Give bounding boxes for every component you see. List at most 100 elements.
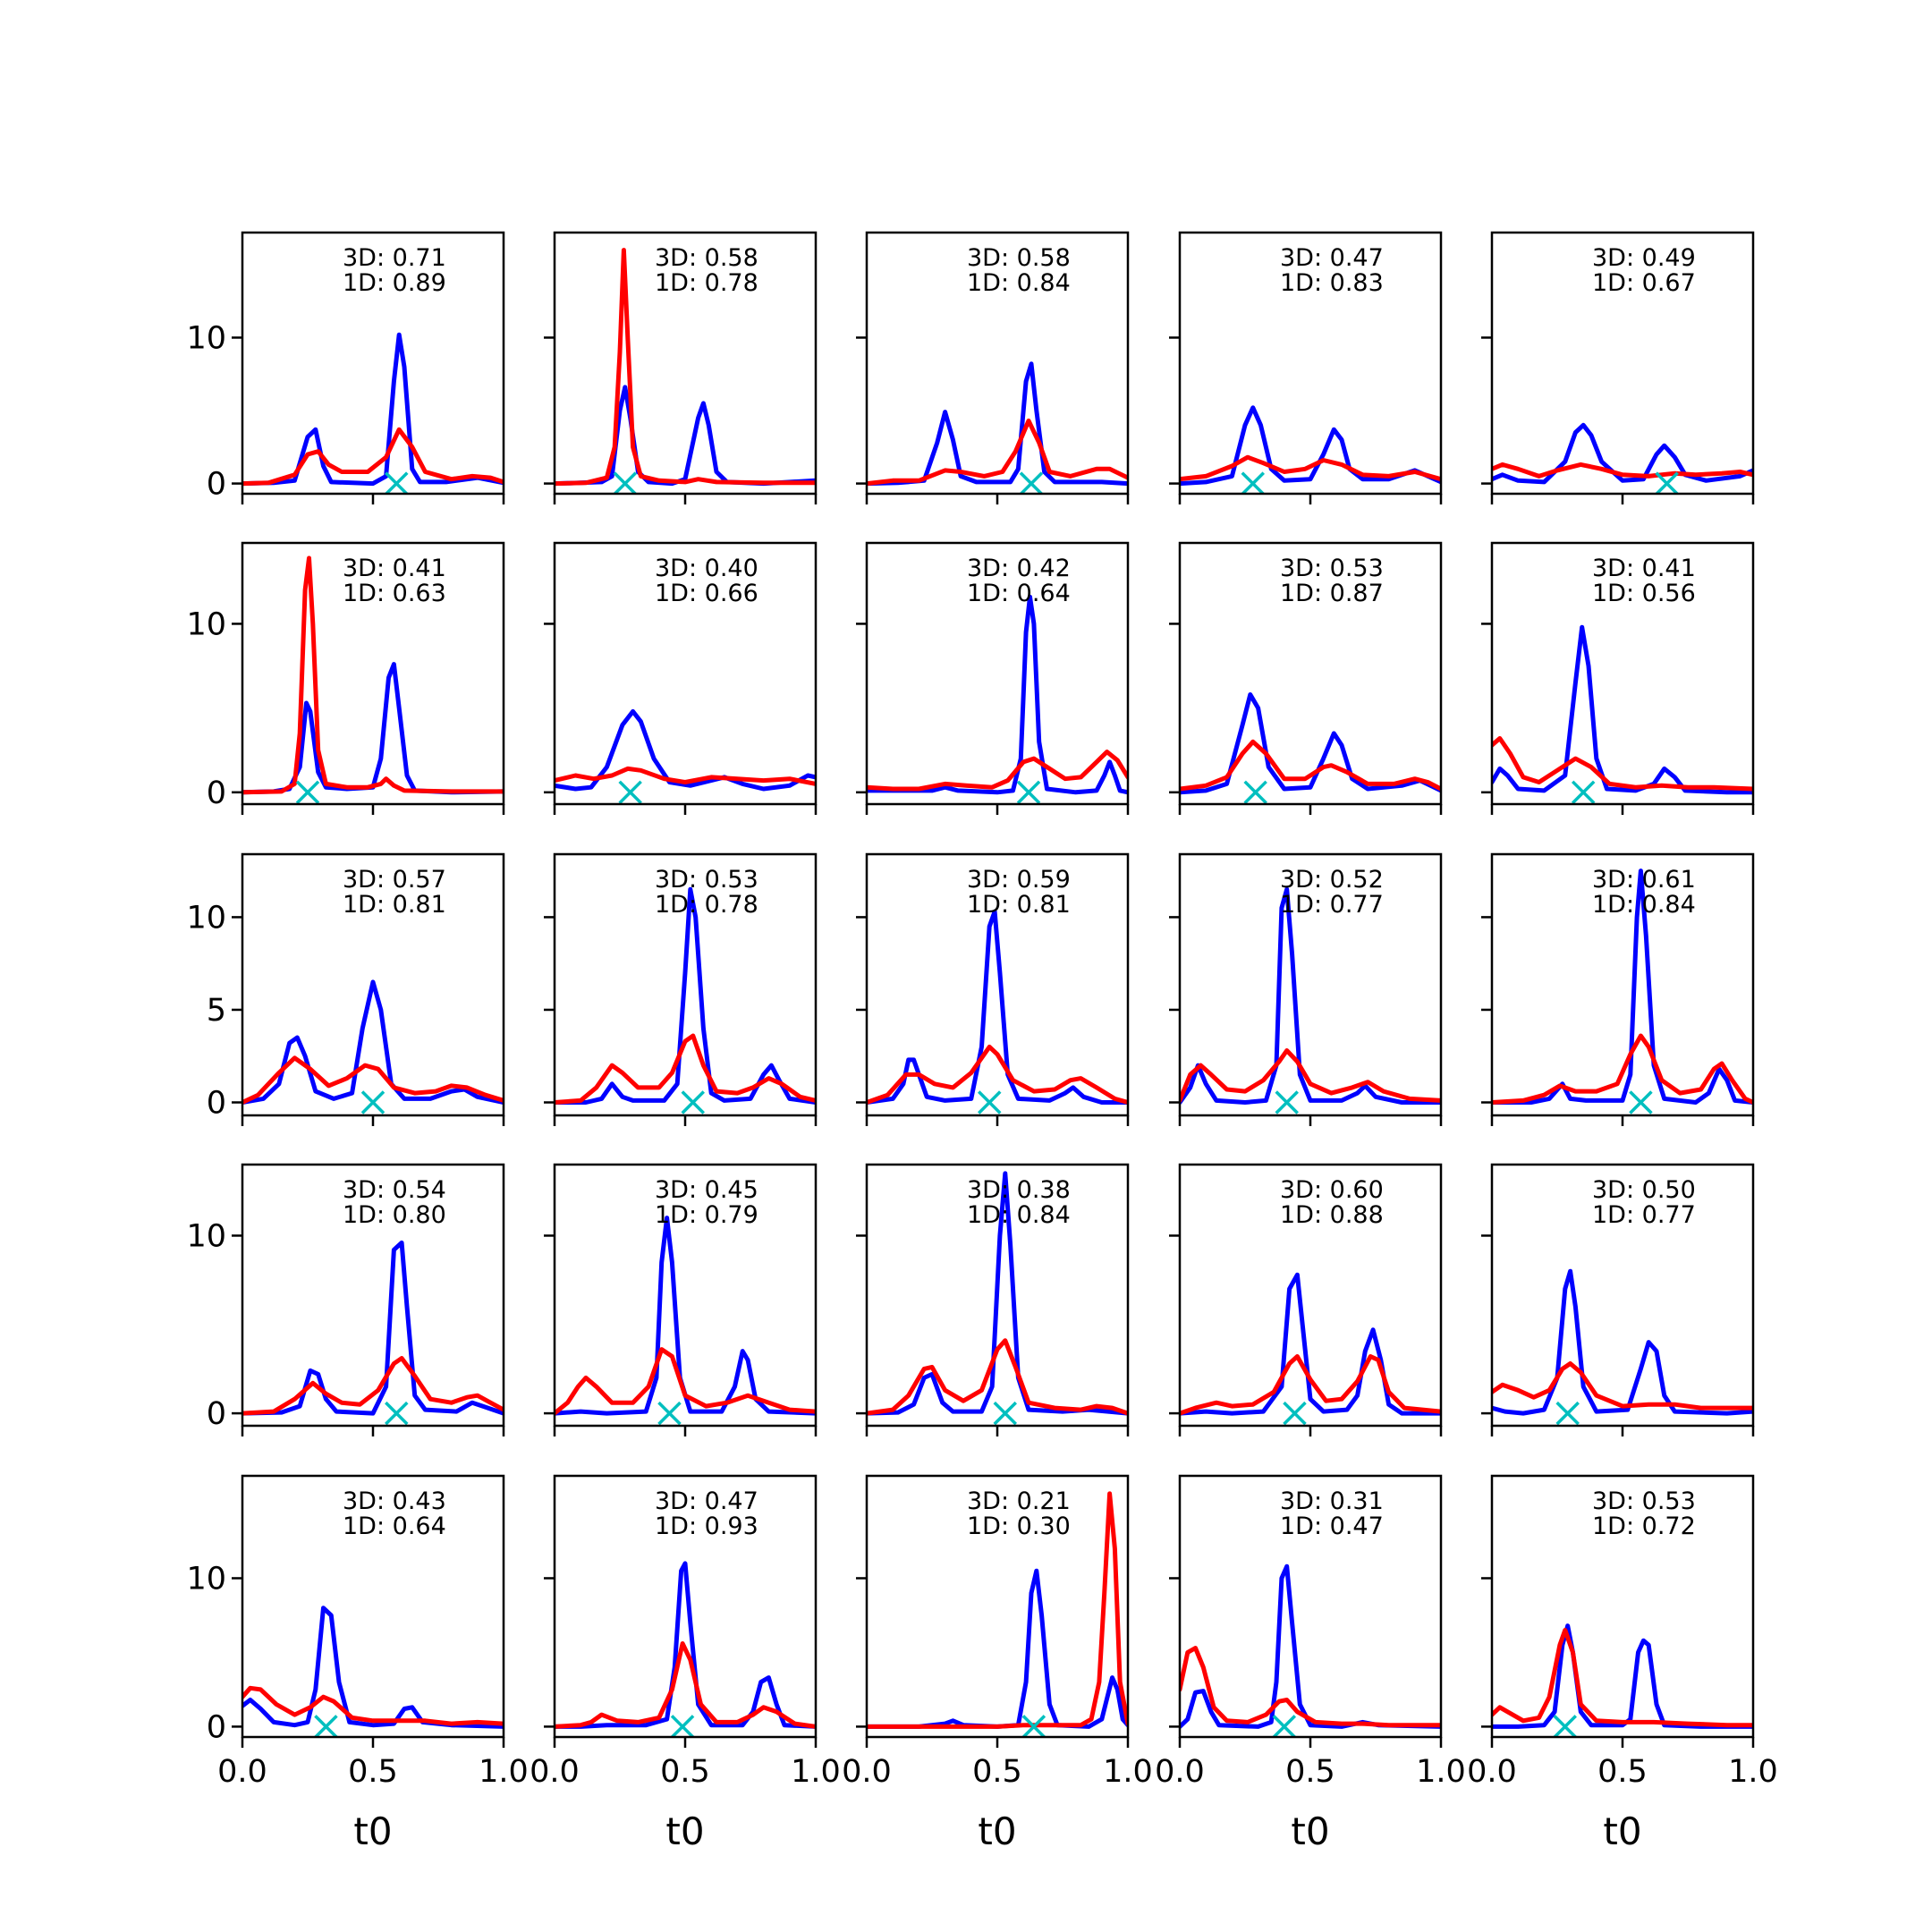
score-annotation: 3D: 0.52	[1280, 866, 1384, 894]
score-annotation: 3D: 0.43	[343, 1487, 446, 1515]
blue-curve	[1180, 692, 1441, 795]
plot-area	[242, 555, 504, 804]
y-tick-label: 10	[186, 606, 226, 642]
red-curve	[1492, 1361, 1753, 1411]
x-marker	[978, 1090, 1002, 1114]
score-annotation: 3D: 0.58	[655, 244, 758, 272]
score-annotation: 3D: 0.59	[967, 866, 1071, 894]
x-marker	[670, 1715, 695, 1737]
red-curve	[867, 750, 1128, 792]
plot-area	[1180, 886, 1441, 1114]
score-annotation: 1D: 0.64	[343, 1513, 446, 1540]
y-tick-label: 0	[207, 1396, 226, 1432]
score-annotation: 3D: 0.47	[655, 1487, 758, 1515]
blue-curve	[555, 886, 816, 1105]
plot-area	[555, 708, 816, 804]
blue-curve	[242, 1240, 504, 1416]
red-curve	[867, 1044, 1128, 1105]
y-tick-label: 0	[207, 467, 226, 503]
red-curve	[1492, 736, 1753, 792]
red-curve	[242, 1356, 504, 1416]
x-axis-label: t0	[1603, 1809, 1641, 1853]
score-annotation: 3D: 0.53	[655, 866, 758, 894]
score-annotation: 1D: 0.87	[1280, 580, 1384, 607]
score-annotation: 1D: 0.80	[343, 1201, 446, 1229]
score-annotation: 3D: 0.21	[967, 1487, 1071, 1515]
red-curve	[1180, 1048, 1441, 1103]
score-annotation: 1D: 0.78	[655, 891, 758, 919]
x-tick-label: 0.5	[972, 1754, 1022, 1790]
x-marker	[1553, 1715, 1577, 1737]
red-curve	[242, 1055, 504, 1105]
x-tick-label: 0.0	[842, 1754, 892, 1790]
x-marker	[993, 1401, 1017, 1426]
score-annotation: 1D: 0.84	[1592, 891, 1696, 919]
plot-area	[867, 1491, 1128, 1737]
red-curve	[867, 418, 1128, 487]
score-annotation: 1D: 0.84	[967, 1201, 1071, 1229]
score-annotation: 3D: 0.61	[1592, 866, 1696, 894]
red-curve	[242, 427, 504, 487]
plot-area	[1180, 692, 1441, 804]
score-annotation: 3D: 0.57	[343, 866, 446, 894]
x-marker	[613, 471, 638, 494]
score-annotation: 1D: 0.93	[655, 1513, 758, 1540]
red-curve	[1492, 1628, 1753, 1728]
plot-area	[1492, 869, 1753, 1114]
blue-curve	[242, 1606, 504, 1729]
red-curve	[867, 1338, 1128, 1416]
score-annotation: 1D: 0.63	[343, 580, 446, 607]
x-tick-label: 0.5	[660, 1754, 710, 1790]
score-annotation: 3D: 0.41	[343, 555, 446, 582]
score-annotation: 3D: 0.47	[1280, 244, 1384, 272]
score-annotation: 3D: 0.49	[1592, 244, 1696, 272]
score-annotation: 1D: 0.81	[343, 891, 446, 919]
x-axis-label: t0	[1291, 1809, 1329, 1853]
x-marker	[1555, 1401, 1580, 1426]
score-annotation: 3D: 0.50	[1592, 1176, 1696, 1204]
x-marker	[657, 1401, 682, 1426]
blue-curve	[242, 332, 504, 487]
x-axis-label: t0	[665, 1809, 704, 1853]
x-tick-label: 0.0	[1155, 1754, 1205, 1790]
y-tick-label: 10	[186, 1218, 226, 1254]
x-marker	[295, 780, 320, 804]
blue-curve	[867, 361, 1128, 487]
x-marker	[314, 1715, 338, 1737]
x-marker	[360, 1090, 386, 1114]
blue-curve	[242, 662, 504, 795]
x-marker	[385, 1401, 409, 1426]
score-annotation: 3D: 0.60	[1280, 1176, 1384, 1204]
blue-curve	[867, 1568, 1128, 1729]
red-curve	[1492, 462, 1753, 479]
red-curve	[1180, 739, 1441, 792]
score-annotation: 3D: 0.38	[967, 1176, 1071, 1204]
x-tick-label: 0.5	[1597, 1754, 1648, 1790]
x-tick-label: 0.5	[348, 1754, 398, 1790]
plot-area	[242, 332, 504, 494]
x-marker	[1019, 471, 1044, 494]
x-marker	[1243, 780, 1267, 804]
y-tick-label: 0	[207, 775, 226, 811]
plot-area	[867, 361, 1128, 494]
plot-area	[1180, 1272, 1441, 1426]
plot-area	[1180, 405, 1441, 494]
x-marker	[1283, 1401, 1307, 1426]
x-marker	[385, 471, 409, 494]
x-marker	[1021, 1715, 1046, 1737]
x-tick-label: 0.0	[217, 1754, 267, 1790]
score-annotation: 3D: 0.31	[1280, 1487, 1384, 1515]
score-annotation: 1D: 0.30	[967, 1513, 1071, 1540]
